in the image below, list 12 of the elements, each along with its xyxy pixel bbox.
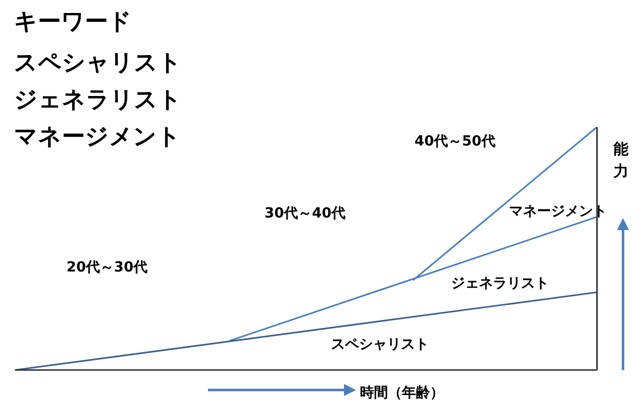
annotation: 20代～30代 — [66, 260, 148, 276]
annotation: 30代～40代 — [264, 206, 346, 222]
series-label: ジェネラリスト — [451, 276, 549, 292]
annotation: マネージメント — [14, 124, 181, 150]
y-axis-title: 能力 — [612, 139, 630, 182]
text: スペシャリスト — [14, 50, 182, 76]
x-axis-title: 時間（年齢） — [360, 384, 444, 402]
annotation: 40代～50代 — [414, 134, 496, 150]
text: ジェネラリスト — [14, 86, 182, 113]
series-label: スペシャリスト — [331, 336, 429, 353]
chart-title: キーワード — [14, 8, 132, 37]
series-label: マネージメント — [509, 204, 607, 220]
